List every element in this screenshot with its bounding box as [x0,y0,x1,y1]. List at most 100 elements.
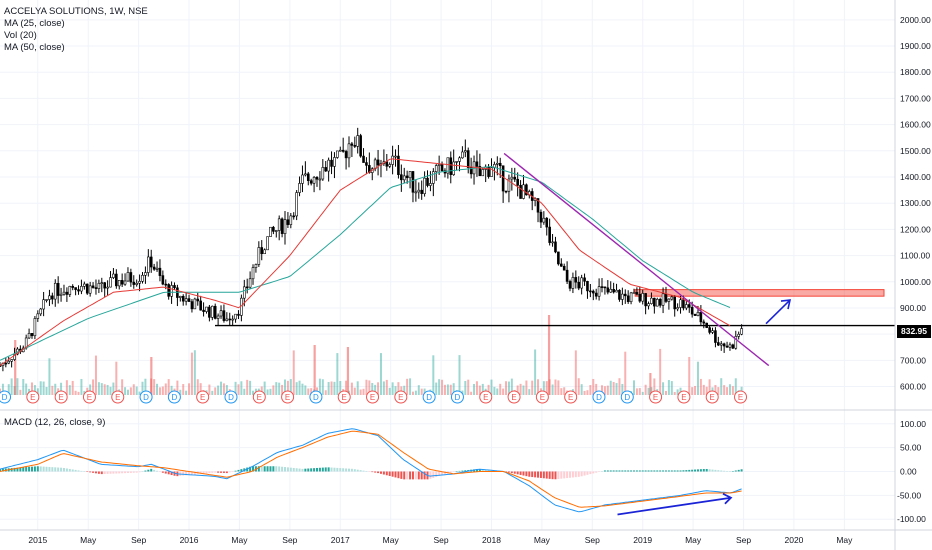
candle-body [437,164,441,166]
volume-bar [190,352,193,395]
candle-body [33,318,37,337]
volume-bar [574,350,577,395]
volume-bar [281,384,284,395]
volume-bar [583,390,586,395]
event-marker-label: E [285,393,290,402]
macd-hist-bar [324,467,327,472]
candle-body [321,167,325,180]
indicator-volume[interactable]: Vol (20) [4,30,37,41]
macd-hist-bar [185,471,188,476]
volume-bar [83,390,86,395]
volume-bar [505,381,508,395]
candle-body [385,161,389,167]
macd-hist-bar [150,468,153,472]
volume-bar [156,383,159,395]
symbol-title[interactable]: ACCELYA SOLUTIONS, 1W, NSE [4,6,148,17]
volume-bar [292,350,295,395]
macd-hist-bar [321,467,324,472]
candle-body [202,309,205,312]
volume-bar [356,381,359,395]
volume-bar [586,390,589,395]
volume-bar [632,380,635,395]
macd-hist-bar [531,471,534,478]
candle-body [603,286,607,289]
volume-bar [618,378,621,395]
downtrend-line[interactable] [503,152,770,367]
macd-hist-bar [507,471,510,473]
volume-bar [339,380,342,395]
candle-body [682,299,685,309]
candle-body [333,157,336,167]
volume-bar [109,386,112,395]
divergence-arrow[interactable] [617,492,733,516]
volume-bar [670,381,673,395]
candle-body [711,330,714,333]
macd-hist-bar [624,470,627,472]
volume-bar [188,383,191,395]
macd-hist-bar [516,471,519,475]
candle-body [455,161,458,163]
candle-body [350,143,354,146]
macd-hist-bar [62,467,65,472]
event-marker [26,390,40,404]
candle-body [309,180,313,184]
volume-bar [30,382,33,395]
macd-hist-bar [170,471,173,476]
event-marker [677,390,691,404]
macd-hist-bar [394,471,397,478]
event-marker [450,390,464,404]
candle-body [147,256,150,273]
macd-hist-bar [286,467,289,472]
indicator-ma50[interactable]: MA (50, close) [4,42,65,53]
candle-body [193,298,197,310]
macd-hist-bar [537,471,540,478]
macd-hist-bar [481,469,484,472]
macd-hist-bar [734,470,737,472]
macd-hist-bar [284,467,287,472]
candle-body [248,278,252,288]
volume-bar [371,383,374,395]
macd-hist-bar [595,471,598,473]
macd-hist-bar [720,470,723,472]
candle-body [446,157,450,174]
candle-body [557,251,560,265]
candle-body [228,318,232,321]
event-marker-label: D [2,393,8,402]
macd-hist-bar [124,471,127,474]
breakout-arrow[interactable] [765,299,792,325]
volume-bar [318,378,321,395]
candle-body [693,313,697,316]
volume-bar [289,379,292,395]
volume-bar [606,385,609,395]
macd-title[interactable]: MACD (12, 26, close, 9) [4,417,106,428]
price-tick-label: 600.00 [900,382,926,392]
macd-hist-bar [618,470,621,472]
indicator-ma25[interactable]: MA (25, close) [4,18,65,29]
candle-body [149,256,153,268]
candle-body [39,308,43,315]
volume-bar [324,390,327,395]
macd-hist-bar [147,469,150,472]
macd-hist-bar [714,469,717,472]
arrow-head [780,299,792,310]
time-tick-label: May [80,535,97,545]
candle-body [301,174,304,184]
candle-body [123,280,127,285]
price-tick-label: 1900.00 [900,41,931,51]
macd-hist-bar [441,471,444,476]
volume-bar [65,380,68,395]
volume-histogram [0,315,743,395]
macd-hist-bar [54,467,57,472]
volume-bar [278,382,281,395]
candle-body [551,241,554,244]
macd-hist-bar [298,468,301,472]
volume-bar [473,383,476,395]
volume-bar [129,387,132,395]
volume-bar [705,386,708,395]
macd-hist-bar [694,469,697,472]
macd-hist-bar [289,467,292,472]
candle-body [388,164,392,167]
candle-body [655,298,659,307]
